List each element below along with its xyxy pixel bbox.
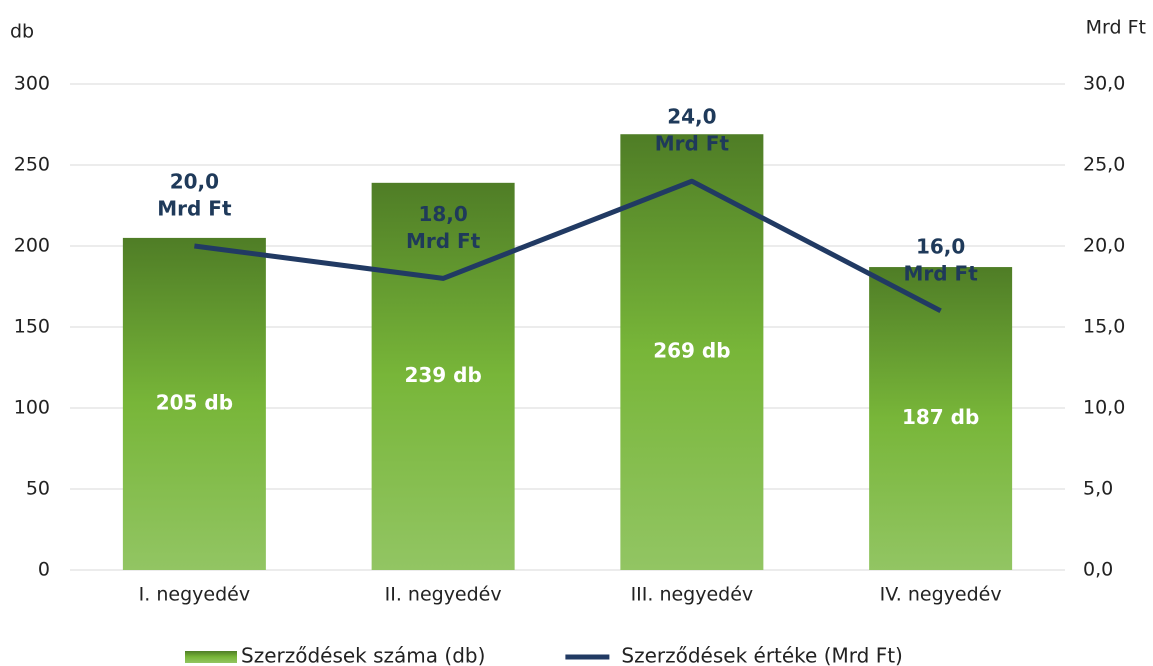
y2-tick-label: 15,0 <box>1083 316 1125 338</box>
y-tick-label: 0 <box>38 559 50 581</box>
bar <box>122 237 266 570</box>
y2-tick-label: 10,0 <box>1083 397 1125 419</box>
line-value-label: Mrd Ft <box>655 132 730 156</box>
y-tick-label: 150 <box>14 316 50 338</box>
y-tick-label: 50 <box>26 478 50 500</box>
line-value-label: 16,0 <box>916 234 965 258</box>
y2-axis-label: Mrd Ft <box>1086 17 1146 39</box>
line <box>194 178 942 314</box>
bar <box>869 267 1013 570</box>
line-value-label: 24,0 <box>667 105 716 129</box>
legend-swatch <box>185 651 237 663</box>
y2-tick-label: 0,0 <box>1083 559 1113 581</box>
line-value-label: 20,0 <box>170 170 219 194</box>
legend-label: Szerződések száma (db) <box>241 644 485 666</box>
y2-tick-label: 30,0 <box>1083 73 1125 95</box>
line-value-label: Mrd Ft <box>406 229 481 253</box>
y-tick-label: 250 <box>14 154 50 176</box>
line-value-label: 18,0 <box>418 202 467 226</box>
bar-value-label: 239 db <box>404 363 481 387</box>
y-tick-label: 300 <box>14 73 50 95</box>
x-tick-label: I. negyedév <box>139 584 250 606</box>
line-value-label: Mrd Ft <box>157 197 232 221</box>
bar-value-label: 269 db <box>653 339 730 363</box>
x-tick-label: II. negyedév <box>385 584 502 606</box>
y2-tick-label: 20,0 <box>1083 235 1125 257</box>
bar-value-label: 187 db <box>902 405 979 429</box>
bar-value-label: 205 db <box>156 390 233 414</box>
y-axis-label: db <box>10 21 34 43</box>
y2-tick-label: 25,0 <box>1083 154 1125 176</box>
line-value-label: Mrd Ft <box>903 261 978 285</box>
x-tick-label: IV. negyedév <box>880 584 1002 606</box>
bar <box>371 182 515 570</box>
x-tick-label: III. negyedév <box>631 584 754 606</box>
y-tick-label: 200 <box>14 235 50 257</box>
legend-label: Szerződések értéke (Mrd Ft) <box>621 644 902 666</box>
y-tick-label: 100 <box>14 397 50 419</box>
y2-tick-label: 5,0 <box>1083 478 1113 500</box>
